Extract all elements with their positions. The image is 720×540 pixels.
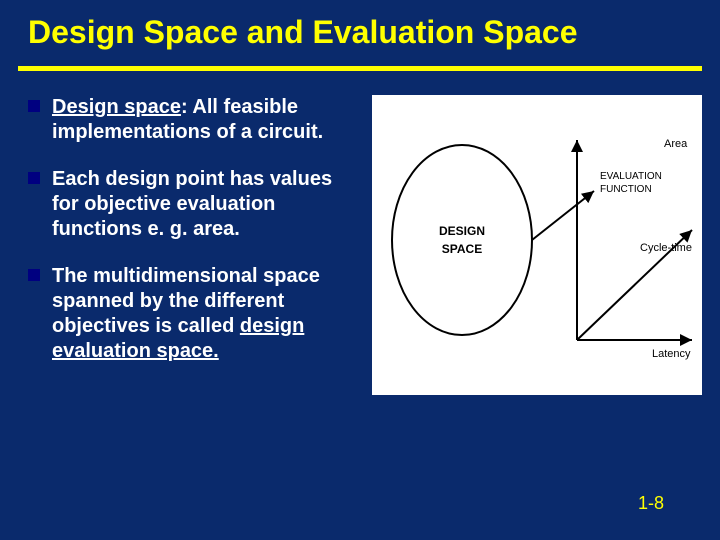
bullet-text: Each design point has values for objecti… <box>52 167 358 242</box>
list-item: The multidimensional space spanned by th… <box>28 264 358 364</box>
bullet-lead-term: Design space <box>52 96 181 118</box>
axis-cycletime-label: Cycle-time <box>640 242 692 254</box>
page-number: 1-8 <box>638 493 664 514</box>
square-bullet-icon <box>28 172 40 184</box>
axis-latency-label: Latency <box>652 348 691 360</box>
square-bullet-icon <box>28 100 40 112</box>
title-underline <box>18 66 702 71</box>
list-item: Design space: All feasible implementatio… <box>28 95 358 145</box>
square-bullet-icon <box>28 269 40 281</box>
bullet-list: Design space: All feasible implementatio… <box>28 95 358 386</box>
evaluation-function-label-2: FUNCTION <box>600 184 652 195</box>
evaluation-function-arrow <box>532 191 594 240</box>
design-space-diagram: DESIGN SPACE Area Cycle-time Latency EVA… <box>372 95 702 395</box>
list-item: Each design point has values for objecti… <box>28 167 358 242</box>
ellipse-label-2: SPACE <box>442 242 482 256</box>
evaluation-function-label-1: EVALUATION <box>600 171 662 182</box>
design-space-ellipse <box>392 145 532 335</box>
axis-area-label: Area <box>664 138 688 150</box>
slide-title: Design Space and Evaluation Space <box>28 14 692 51</box>
ellipse-label-1: DESIGN <box>439 224 485 238</box>
bullet-text: Design space: All feasible implementatio… <box>52 95 358 145</box>
slide-root: Design Space and Evaluation Space Design… <box>0 0 720 540</box>
bullet-text: The multidimensional space spanned by th… <box>52 264 358 364</box>
diagram-container: DESIGN SPACE Area Cycle-time Latency EVA… <box>372 95 702 395</box>
